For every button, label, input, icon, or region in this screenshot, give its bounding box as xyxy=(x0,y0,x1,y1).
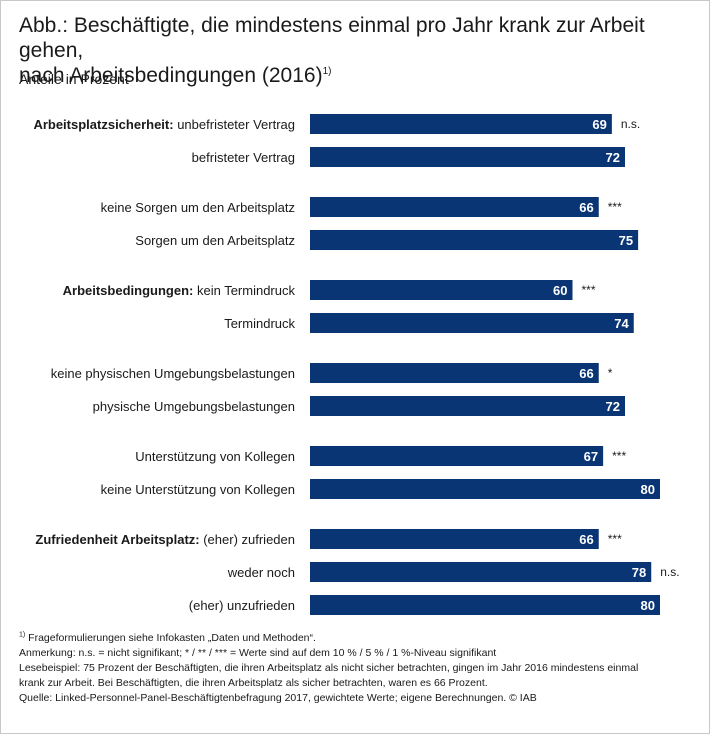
title-footnote-mark: 1) xyxy=(322,66,332,77)
category-label-text: unbefristeter Vertrag xyxy=(177,117,295,132)
category-label-text: Unterstützung von Kollegen xyxy=(135,449,295,464)
footnote: 1) Frageformulierungen siehe Infokasten … xyxy=(19,631,699,646)
category-label-text: Sorgen um den Arbeitsplatz xyxy=(135,233,295,248)
title-line-2-text: nach Arbeitsbedingungen (2016) xyxy=(19,64,323,87)
bar xyxy=(310,396,625,416)
value-label: 80 xyxy=(641,598,655,613)
bar xyxy=(310,562,652,582)
category-label: keine physischen Umgebungsbelastungen xyxy=(51,366,295,381)
significance-label: *** xyxy=(612,449,626,463)
category-label: Sorgen um den Arbeitsplatz xyxy=(135,233,295,248)
bar xyxy=(310,595,660,615)
category-label: keine Unterstützung von Kollegen xyxy=(101,482,295,497)
value-label: 60 xyxy=(553,283,567,298)
category-label: Arbeitsbedingungen: kein Termindruck xyxy=(63,283,296,298)
category-label: (eher) unzufrieden xyxy=(189,598,295,613)
remark: Anmerkung: n.s. = nicht signifikant; * /… xyxy=(19,647,497,659)
bar xyxy=(310,147,625,167)
significance-label: * xyxy=(608,366,613,380)
bar xyxy=(310,529,599,549)
category-label: physische Umgebungsbelastungen xyxy=(93,399,295,414)
category-label: Unterstützung von Kollegen xyxy=(135,449,295,464)
category-group-label: Arbeitsbedingungen: xyxy=(63,283,197,298)
bar xyxy=(310,230,639,250)
significance-label: n.s. xyxy=(660,565,679,579)
chart-notes: 1) Frageformulierungen siehe Infokasten … xyxy=(19,631,699,706)
category-label: befristeter Vertrag xyxy=(192,150,295,165)
category-label-text: keine physischen Umgebungsbelastungen xyxy=(51,366,295,381)
category-label: weder noch xyxy=(227,565,295,580)
significance-label: *** xyxy=(608,532,622,546)
chart-title: Abb.: Beschäftigte, die mindestens einma… xyxy=(19,13,699,88)
chart-subtitle: Anteile in Prozent xyxy=(19,71,129,87)
category-label: keine Sorgen um den Arbeitsplatz xyxy=(101,200,295,215)
category-label: Arbeitsplatzsicherheit: unbefristeter Ve… xyxy=(33,117,295,132)
title-line-2: nach Arbeitsbedingungen (2016)1) xyxy=(19,63,699,88)
category-group-label: Arbeitsplatzsicherheit: xyxy=(33,117,177,132)
category-label-text: kein Termindruck xyxy=(197,283,296,298)
source: Quelle: Linked-Personnel-Panel-Beschäfti… xyxy=(19,692,537,704)
value-label: 80 xyxy=(641,482,655,497)
category-label-text: (eher) unzufrieden xyxy=(189,598,295,613)
category-label-text: (eher) zufrieden xyxy=(203,532,295,547)
bar xyxy=(310,197,599,217)
bar xyxy=(310,363,599,383)
value-label: 78 xyxy=(632,565,646,580)
bar-chart: Arbeitsplatzsicherheit: unbefristeter Ve… xyxy=(33,114,680,615)
footnote-mark: 1) xyxy=(19,631,26,639)
value-label: 75 xyxy=(619,233,633,248)
value-label: 66 xyxy=(579,532,593,547)
category-label-text: keine Unterstützung von Kollegen xyxy=(101,482,295,497)
bar xyxy=(310,280,573,300)
value-label: 74 xyxy=(614,316,629,331)
bar xyxy=(310,114,612,134)
significance-label: n.s. xyxy=(621,117,640,131)
category-label-text: physische Umgebungsbelastungen xyxy=(93,399,295,414)
value-label: 69 xyxy=(592,117,606,132)
footnote-text: Frageformulierungen siehe Infokasten „Da… xyxy=(28,632,316,644)
significance-label: *** xyxy=(582,283,596,297)
bar xyxy=(310,313,634,333)
category-label-text: Termindruck xyxy=(224,316,295,331)
category-label: Zufriedenheit Arbeitsplatz: (eher) zufri… xyxy=(35,532,295,547)
value-label: 72 xyxy=(606,150,620,165)
bar xyxy=(310,479,660,499)
reading-example-line-1: Lesebeispiel: 75 Prozent der Beschäftigt… xyxy=(19,662,639,674)
value-label: 66 xyxy=(579,200,593,215)
significance-label: *** xyxy=(608,200,622,214)
value-label: 66 xyxy=(579,366,593,381)
title-line-1: Abb.: Beschäftigte, die mindestens einma… xyxy=(19,14,645,62)
category-label-text: keine Sorgen um den Arbeitsplatz xyxy=(101,200,295,215)
category-label: Termindruck xyxy=(224,316,295,331)
bar xyxy=(310,446,604,466)
category-label-text: befristeter Vertrag xyxy=(192,150,295,165)
value-label: 72 xyxy=(606,399,620,414)
reading-example-line-2: krank zur Arbeit. Bei Beschäftigten, die… xyxy=(19,677,488,689)
category-label-text: weder noch xyxy=(227,565,295,580)
value-label: 67 xyxy=(584,449,598,464)
category-group-label: Zufriedenheit Arbeitsplatz: xyxy=(35,532,203,547)
